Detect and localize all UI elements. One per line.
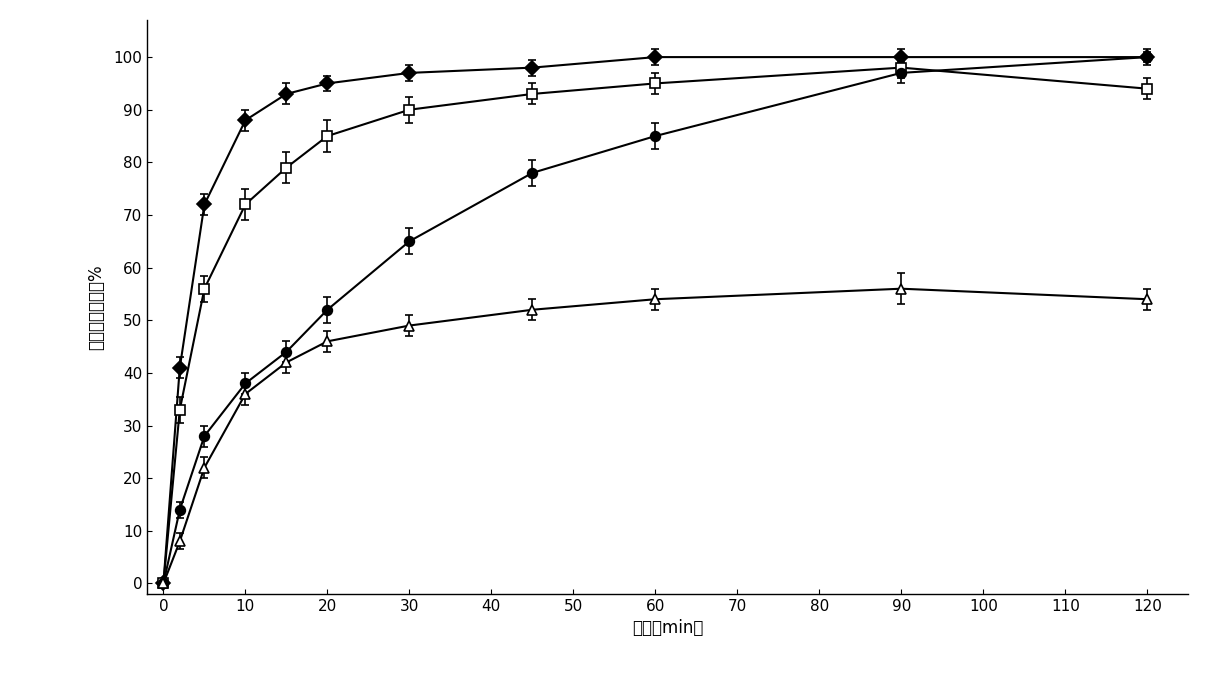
Y-axis label: 累积滚出百分率%: 累积滚出百分率% [87,265,105,350]
X-axis label: 时间（min）: 时间（min） [632,620,703,637]
